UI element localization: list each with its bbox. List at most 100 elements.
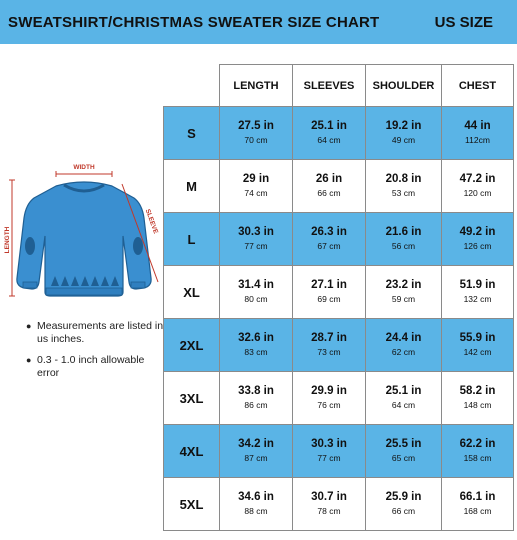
table-row: L 30.3 in 77 cm 26.3 in 67 cm 21.6 in 56 cm 49.… [163, 212, 514, 266]
cm-value: 86 cm [244, 400, 268, 410]
size-cell: 4XL [163, 424, 220, 478]
shoulder-cell: 24.4 in 62 cm [365, 318, 442, 372]
inch-value: 19.2 in [385, 120, 422, 132]
chest-cell: 62.2 in 158 cm [441, 424, 514, 478]
inch-value: 33.8 in [238, 385, 274, 397]
bullet-icon: ● [26, 355, 32, 365]
cm-value: 83 cm [244, 347, 268, 357]
table-row: 3XL 33.8 in 86 cm 29.9 in 76 cm 25.1 in 64 cm 5… [163, 371, 514, 425]
inch-value: 25.1 in [311, 120, 347, 132]
cm-value: 59 cm [391, 294, 416, 304]
cm-value: 49 cm [391, 135, 416, 145]
sleeves-cell: 27.1 in 69 cm [292, 265, 366, 319]
chest-cell: 44 in 112cm [441, 106, 514, 160]
cm-value: 126 cm [463, 241, 492, 251]
inch-value: 25.5 in [385, 438, 422, 450]
cm-value: 62 cm [391, 347, 416, 357]
cm-value: 77 cm [317, 453, 341, 463]
width-measure-line [55, 171, 113, 177]
length-cell: 27.5 in 70 cm [219, 106, 293, 160]
cm-value: 158 cm [463, 453, 492, 463]
cm-value: 142 cm [463, 347, 492, 357]
cm-value: 65 cm [391, 453, 416, 463]
sleeves-cell: 29.9 in 76 cm [292, 371, 366, 425]
column-header-chest: CHEST [441, 64, 514, 107]
length-cell: 31.4 in 80 cm [219, 265, 293, 319]
shoulder-cell: 21.6 in 56 cm [365, 212, 442, 266]
width-label: WIDTH [73, 164, 95, 171]
length-measure-line [9, 179, 15, 297]
cm-value: 66 cm [317, 188, 341, 198]
sweater-diagram: WIDTH LENGTH SLEEVE [4, 164, 159, 297]
sleeves-cell: 30.7 in 78 cm [292, 477, 366, 531]
cm-value: 64 cm [391, 400, 416, 410]
inch-value: 34.2 in [238, 438, 274, 450]
column-header-sleeves: SLEEVES [292, 64, 366, 107]
sleeves-cell: 26 in 66 cm [292, 159, 366, 213]
cm-value: 112cm [465, 135, 490, 145]
inch-value: 27.5 in [238, 120, 274, 132]
size-cell: S [163, 106, 220, 160]
inch-value: 25.1 in [385, 385, 422, 397]
length-cell: 32.6 in 83 cm [219, 318, 293, 372]
table-row: M 29 in 74 cm 26 in 66 cm 20.8 in 53 cm 47.2 in… [163, 159, 514, 213]
chest-cell: 55.9 in 142 cm [441, 318, 514, 372]
length-cell: 34.6 in 88 cm [219, 477, 293, 531]
note-item: ● 0.3 - 1.0 inch allowable error [26, 354, 166, 380]
cm-value: 87 cm [244, 453, 268, 463]
inch-value: 26 in [315, 173, 343, 185]
inch-value: 25.9 in [385, 491, 422, 503]
inch-value: 30.7 in [311, 491, 347, 503]
shoulder-cell: 25.9 in 66 cm [365, 477, 442, 531]
size-system-label: US SIZE [434, 13, 493, 31]
cm-value: 64 cm [317, 135, 341, 145]
inch-value: 62.2 in [459, 438, 496, 450]
inch-value: 30.3 in [311, 438, 347, 450]
chest-cell: 47.2 in 120 cm [441, 159, 514, 213]
cm-value: 74 cm [244, 188, 268, 198]
inch-value: 26.3 in [311, 226, 347, 238]
sleeves-cell: 26.3 in 67 cm [292, 212, 366, 266]
cm-value: 67 cm [317, 241, 341, 251]
inch-value: 34.6 in [238, 491, 274, 503]
cm-value: 53 cm [391, 188, 416, 198]
length-cell: 30.3 in 77 cm [219, 212, 293, 266]
shoulder-cell: 25.5 in 65 cm [365, 424, 442, 478]
chart-title: SWEATSHIRT/CHRISTMAS SWEATER SIZE CHART [8, 13, 380, 31]
size-cell: XL [163, 265, 220, 319]
inch-value: 30.3 in [238, 226, 274, 238]
inch-value: 49.2 in [459, 226, 496, 238]
sleeves-cell: 30.3 in 77 cm [292, 424, 366, 478]
inch-value: 47.2 in [459, 173, 496, 185]
bullet-icon: ● [26, 321, 32, 331]
cm-value: 132 cm [463, 294, 492, 304]
chest-cell: 51.9 in 132 cm [441, 265, 514, 319]
size-cell: 5XL [163, 477, 220, 531]
corner-cell [163, 64, 220, 107]
chest-cell: 66.1 in 168 cm [441, 477, 514, 531]
column-header-length: LENGTH [219, 64, 293, 107]
inch-value: 27.1 in [311, 279, 347, 291]
note-text: 0.3 - 1.0 inch allowable error [37, 354, 145, 379]
cm-value: 148 cm [463, 400, 492, 410]
inch-value: 51.9 in [459, 279, 496, 291]
sleeves-cell: 25.1 in 64 cm [292, 106, 366, 160]
inch-value: 23.2 in [385, 279, 422, 291]
table-row: 4XL 34.2 in 87 cm 30.3 in 77 cm 25.5 in 65 cm 6… [163, 424, 514, 478]
sweater-icon [16, 181, 152, 297]
shoulder-cell: 20.8 in 53 cm [365, 159, 442, 213]
inch-value: 66.1 in [459, 491, 496, 503]
inch-value: 24.4 in [385, 332, 422, 344]
inch-value: 21.6 in [385, 226, 422, 238]
size-cell: L [163, 212, 220, 266]
table-row: XL 31.4 in 80 cm 27.1 in 69 cm 23.2 in 59 cm 51… [163, 265, 514, 319]
table-row: 2XL 32.6 in 83 cm 28.7 in 73 cm 24.4 in 62 cm 5… [163, 318, 514, 372]
table-row: S 27.5 in 70 cm 25.1 in 64 cm 19.2 in 49 cm 44 … [163, 106, 514, 160]
inch-value: 20.8 in [385, 173, 422, 185]
shoulder-cell: 19.2 in 49 cm [365, 106, 442, 160]
cm-value: 77 cm [244, 241, 268, 251]
chest-cell: 58.2 in 148 cm [441, 371, 514, 425]
notes: ● Measurements are listed in us inches. … [26, 320, 166, 388]
column-header-shoulder: SHOULDER [365, 64, 442, 107]
inch-value: 44 in [464, 120, 491, 132]
